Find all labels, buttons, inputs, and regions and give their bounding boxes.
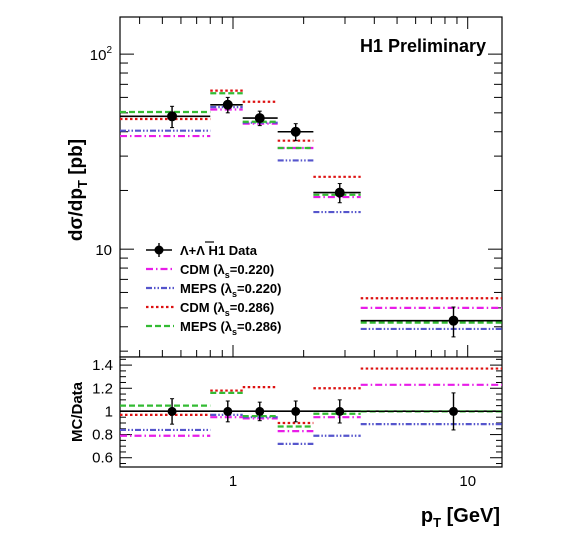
main-data-point-4 [334,187,345,198]
y-tick-label-10: 10 [95,242,112,259]
main-data-point-3 [290,126,301,137]
ratio-data-point-1 [223,406,233,416]
main-data-point-2 [254,113,265,124]
plot-title: H1 Preliminary [360,36,486,56]
main-plot-frame [119,16,503,358]
y-axis-label: dσ/dpT [pb] [66,139,90,241]
ratio-y-tick-labels: 0.6 0.8 1 1.2 1.4 [92,357,113,467]
ratio-y-tick-label-4: 1.4 [92,357,113,374]
ratio-data-point-0 [167,406,177,416]
legend-label-2: CDM (λs=0.286) [180,300,274,318]
y-tick-label-100: 102 [90,45,113,64]
legend-label-1: MEPS (λs=0.220) [180,281,281,299]
ratio-y-axis-label: MC/Data [69,381,86,442]
ratio-y-tick-label-1: 0.8 [92,427,113,444]
legend-label-3: MEPS (λs=0.286) [180,319,281,337]
main-data-point-0 [167,111,178,122]
ratio-data-point-5 [449,406,459,416]
legend: Λ+Λ H1 Data CDM (λs=0.220)MEPS (λs=0.220)… [146,241,281,337]
ratio-data-point-4 [335,406,345,416]
ratio-data-point-2 [255,406,265,416]
ratio-y-tick-label-3: 1.2 [92,380,113,397]
main-series [120,89,502,331]
main-panel: H1 Preliminary 10 102 dσ/dpT [pb] Λ+Λ H1… [66,16,503,467]
x-tick-label-1: 1 [229,473,237,490]
main-data-point-1 [222,99,233,110]
ratio-data-point-3 [291,406,301,416]
legend-label-data: Λ+Λ H1 Data [180,243,258,258]
legend-label-0: CDM (λs=0.220) [180,262,274,280]
legend-data-marker [154,245,164,255]
ratio-panel: 0.6 0.8 1 1.2 1.4 MC/Data [69,356,503,468]
ratio-y-tick-label-0: 0.6 [92,450,113,467]
main-data-point-5 [448,315,459,326]
x-tick-label-10: 10 [459,473,476,490]
ratio-data-points [120,392,502,431]
main-data-points [120,96,502,338]
ratio-y-tick-label-2: 1 [105,403,113,420]
ratio-ticks [120,358,502,465]
x-axis-label: pT [GeV] [421,505,500,530]
